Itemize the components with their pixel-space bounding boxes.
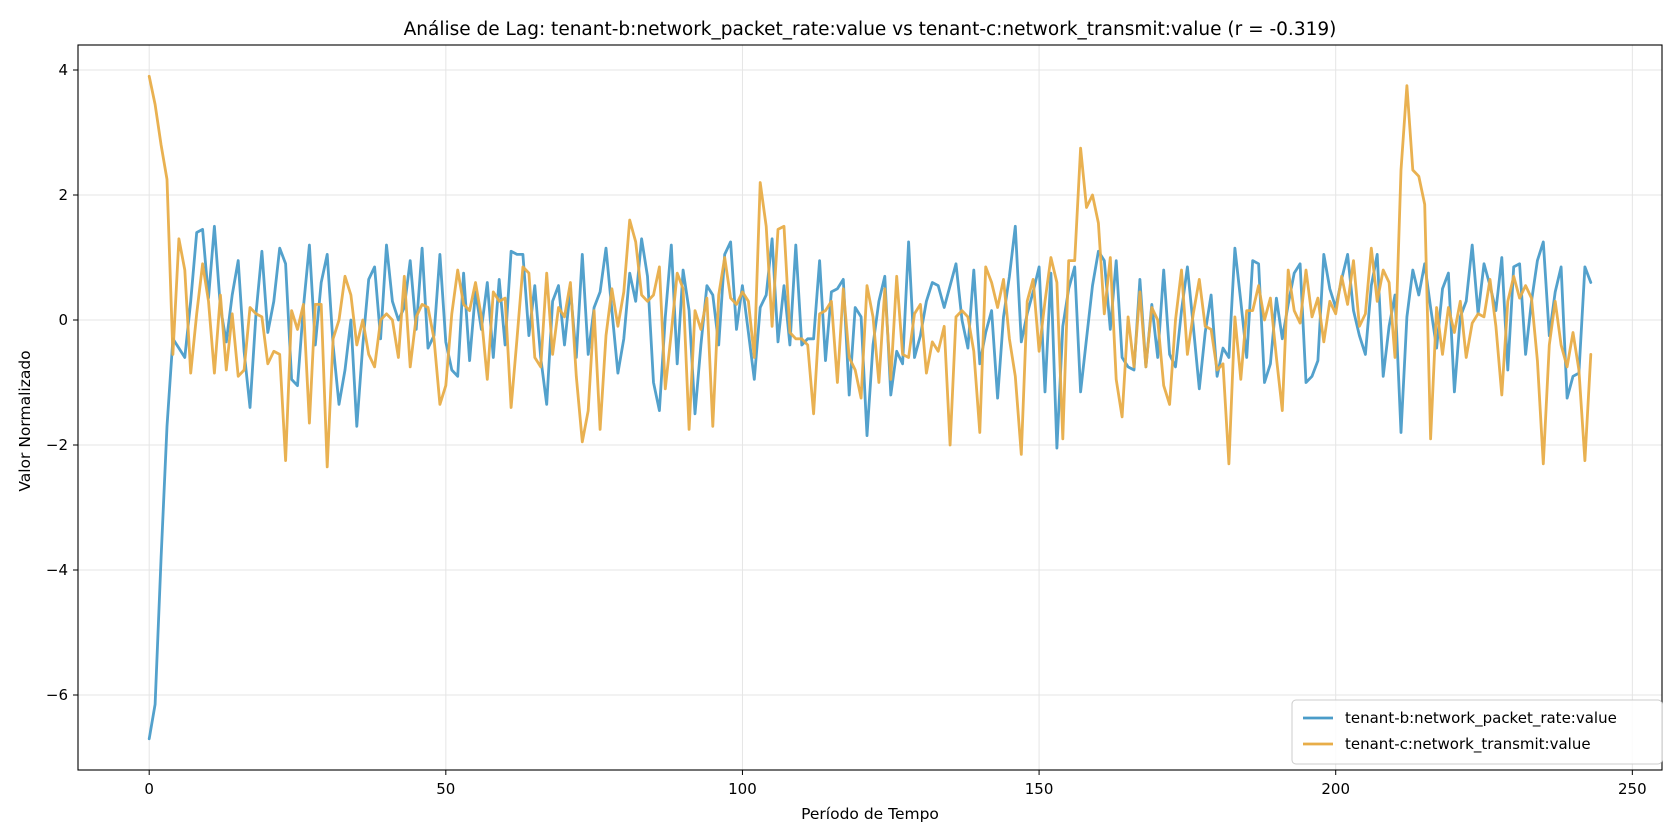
legend-box xyxy=(1291,699,1663,765)
y-tick-label: −4 xyxy=(46,561,68,579)
legend-entry-label: tenant-b:network_packet_rate:value xyxy=(1345,709,1617,728)
x-axis: 0 50 100 150 200 250 xyxy=(144,770,1647,798)
y-tick-label: −2 xyxy=(46,436,68,454)
x-tick-label: 50 xyxy=(436,780,455,798)
chart-title: Análise de Lag: tenant-b:network_packet_… xyxy=(404,19,1337,40)
x-axis-label: Período de Tempo xyxy=(801,805,939,823)
y-tick-label: 4 xyxy=(58,61,68,79)
legend-entry-label: tenant-c:network_transmit:value xyxy=(1345,735,1591,754)
plot-frame xyxy=(77,44,1663,771)
series-line-tenant-c xyxy=(147,74,1593,469)
y-axis-label: Valor Normalizado xyxy=(16,350,34,491)
x-tick-label: 0 xyxy=(144,780,154,798)
grid xyxy=(78,45,1662,770)
series-layer xyxy=(147,74,1593,741)
legend: tenant-b:network_packet_rate:value tenan… xyxy=(1291,699,1663,765)
y-tick-label: −6 xyxy=(46,686,68,704)
y-tick-label: 0 xyxy=(58,311,68,329)
x-tick-label: 250 xyxy=(1618,780,1647,798)
x-tick-label: 150 xyxy=(1025,780,1054,798)
x-tick-label: 200 xyxy=(1321,780,1350,798)
y-axis: −6 −4 −2 0 2 4 xyxy=(46,61,78,704)
y-tick-label: 2 xyxy=(58,186,68,204)
x-tick-label: 100 xyxy=(728,780,757,798)
